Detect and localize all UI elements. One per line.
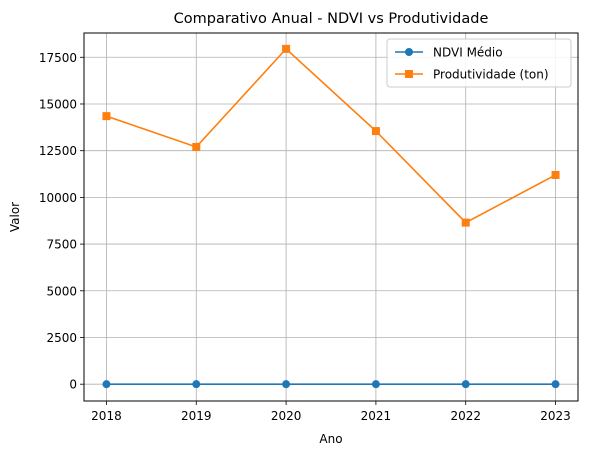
y-tick-label: 15000 bbox=[39, 97, 77, 111]
y-tick-label: 2500 bbox=[46, 331, 77, 345]
plot-frame bbox=[83, 32, 579, 402]
data-point-circle bbox=[102, 380, 111, 389]
y-tick-label: 17500 bbox=[39, 51, 77, 65]
data-point-circle bbox=[371, 380, 380, 389]
data-point-square bbox=[102, 112, 111, 121]
legend: NDVI Médio Produtividade (ton) bbox=[386, 38, 572, 88]
x-tick-label: 2022 bbox=[450, 409, 481, 423]
x-tick-label: 2018 bbox=[91, 409, 122, 423]
chart-title: Comparativo Anual - NDVI vs Produtividad… bbox=[174, 11, 489, 27]
y-tick-label: 10000 bbox=[39, 191, 77, 205]
y-tick-label: 7500 bbox=[46, 238, 77, 252]
x-tick-label: 2023 bbox=[540, 409, 571, 423]
x-axis-label: Ano bbox=[319, 432, 342, 446]
y-tick-label: 5000 bbox=[46, 284, 77, 298]
y-axis-label: Valor bbox=[8, 202, 22, 232]
data-point-square bbox=[461, 218, 470, 227]
y-tick-label: 12500 bbox=[39, 144, 77, 158]
x-tick-label: 2021 bbox=[361, 409, 392, 423]
x-tick-label: 2019 bbox=[181, 409, 212, 423]
data-point-square bbox=[551, 170, 560, 179]
data-point-circle bbox=[551, 380, 560, 389]
data-point-circle bbox=[282, 380, 291, 389]
data-point-circle bbox=[192, 380, 201, 389]
data-point-circle bbox=[461, 380, 470, 389]
legend-label: NDVI Médio bbox=[433, 46, 503, 60]
y-tick-label: 0 bbox=[69, 378, 77, 392]
series-group bbox=[102, 44, 560, 389]
legend-box bbox=[386, 38, 572, 88]
x-tick-label: 2020 bbox=[271, 409, 302, 423]
data-point-square bbox=[192, 142, 201, 151]
legend-marker-circle bbox=[405, 48, 413, 56]
series-line-1 bbox=[106, 47, 556, 224]
legend-label: Produtividade (ton) bbox=[433, 68, 549, 82]
data-point-square bbox=[282, 44, 291, 53]
axis-ticks: 2018 2019 2020 2021 2022 2023 0 2500 5000 7500 100… bbox=[39, 51, 571, 423]
data-point-square bbox=[371, 127, 380, 136]
legend-marker-square bbox=[405, 70, 413, 78]
grid-lines bbox=[84, 33, 578, 401]
